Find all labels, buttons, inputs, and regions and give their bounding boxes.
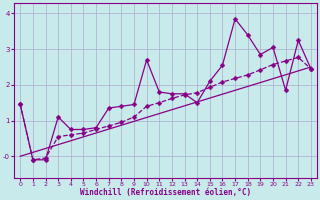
X-axis label: Windchill (Refroidissement éolien,°C): Windchill (Refroidissement éolien,°C)	[80, 188, 251, 197]
